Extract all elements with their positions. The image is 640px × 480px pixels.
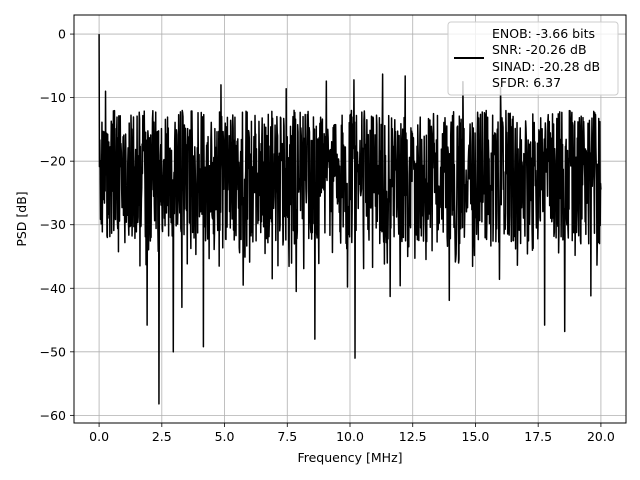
- x-tick-label: 17.5: [524, 429, 552, 444]
- legend-line-enob: ENOB: -3.66 bits: [492, 26, 595, 41]
- y-tick-label: −20: [40, 154, 66, 169]
- y-tick-label: −50: [40, 344, 66, 359]
- x-tick-label: 7.5: [277, 429, 297, 444]
- x-tick-label: 0.0: [89, 429, 109, 444]
- y-tick-label: −30: [40, 217, 66, 232]
- x-tick-label: 2.5: [152, 429, 172, 444]
- x-tick-label: 10.0: [336, 429, 364, 444]
- legend-line-sinad: SINAD: -20.28 dB: [492, 59, 600, 74]
- y-axis-label: PSD [dB]: [14, 191, 29, 246]
- legend: ENOB: -3.66 bits SNR: -20.26 dB SINAD: -…: [447, 21, 619, 96]
- x-axis-ticks: 0.0 2.5 5.0 7.5 10.0 12.5 15.0 17.5 20.0: [89, 423, 615, 444]
- y-tick-label: 0: [58, 27, 66, 42]
- x-tick-label: 20.0: [587, 429, 615, 444]
- x-tick-label: 5.0: [215, 429, 235, 444]
- legend-line-snr: SNR: -20.26 dB: [492, 42, 587, 57]
- x-tick-label: 15.0: [462, 429, 490, 444]
- x-axis-label: Frequency [MHz]: [297, 450, 402, 465]
- legend-box: [447, 21, 619, 96]
- y-axis-ticks: 0 −10 −20 −30 −40 −50 −60: [40, 27, 74, 423]
- legend-line-sfdr: SFDR: 6.37: [492, 75, 561, 90]
- x-tick-label: 12.5: [399, 429, 427, 444]
- y-tick-label: −10: [40, 90, 66, 105]
- psd-line: [98, 34, 602, 405]
- series-psd: [98, 34, 602, 405]
- y-tick-label: −40: [40, 281, 66, 296]
- y-tick-label: −60: [40, 408, 66, 423]
